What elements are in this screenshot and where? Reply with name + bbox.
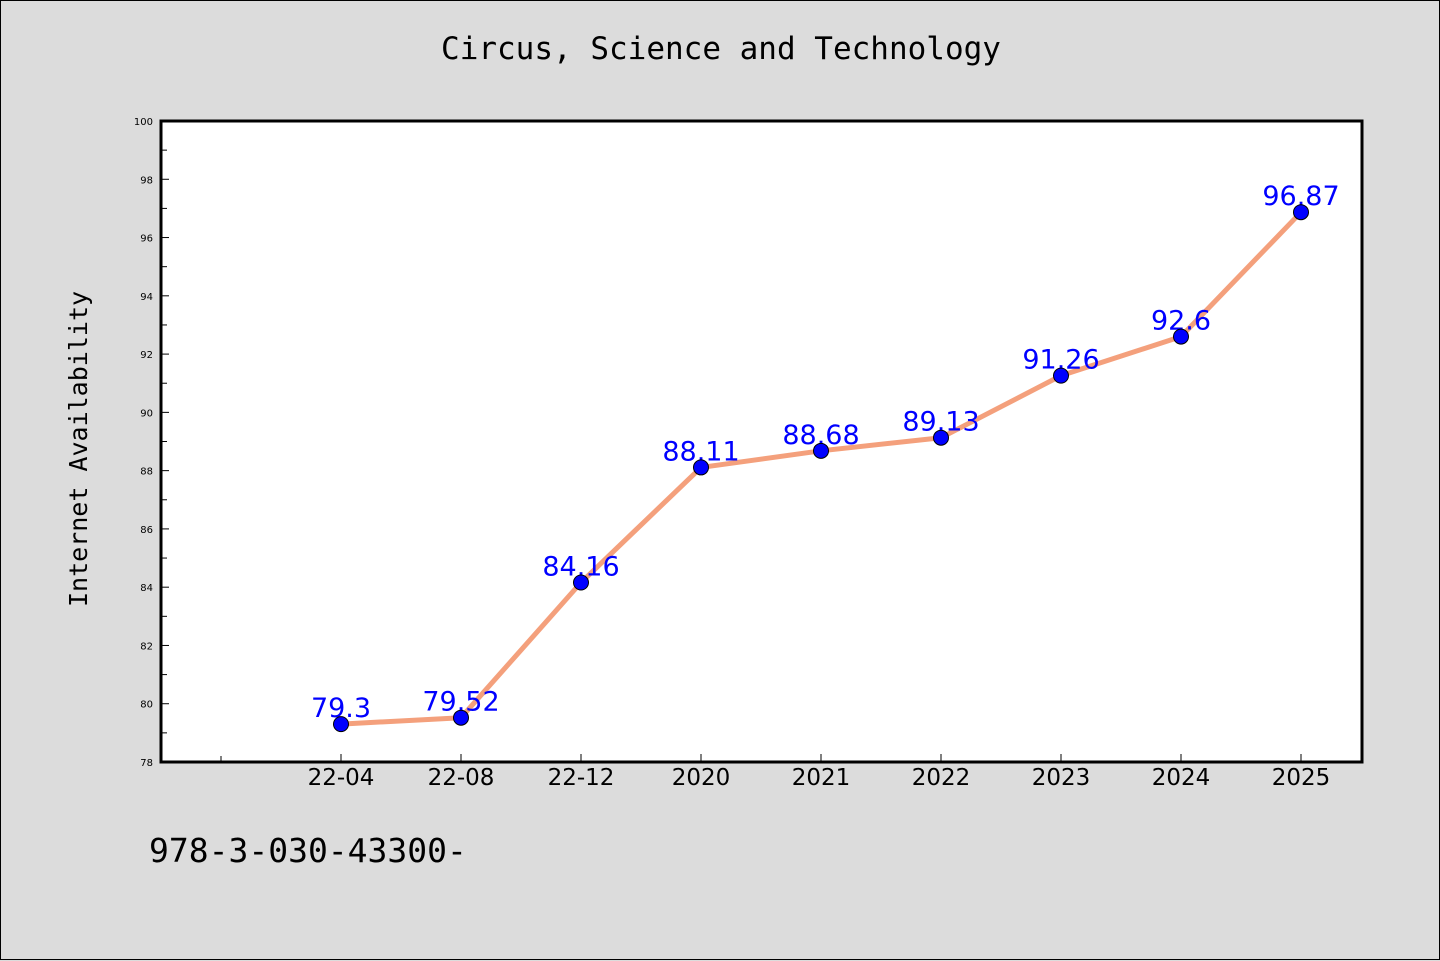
data-point bbox=[933, 429, 949, 446]
x-tick-label: 22-04 bbox=[308, 765, 375, 791]
x-tick-label: 2025 bbox=[1272, 765, 1331, 791]
y-tick-label: 100 bbox=[134, 117, 153, 128]
data-point bbox=[1173, 328, 1189, 345]
x-tick-label: 2022 bbox=[912, 765, 971, 791]
y-axis: 78 80 82 84 86 88 90 92 94 96 98 100 bbox=[134, 117, 169, 769]
data-point bbox=[333, 716, 349, 733]
y-tick-label: 94 bbox=[140, 292, 153, 303]
data-point bbox=[813, 442, 829, 459]
x-tick-label: 2024 bbox=[1152, 765, 1211, 791]
y-tick-label: 82 bbox=[140, 641, 153, 652]
y-tick-label: 78 bbox=[140, 758, 153, 769]
y-tick-label: 88 bbox=[140, 467, 153, 478]
data-point bbox=[1293, 204, 1309, 221]
y-tick-label: 80 bbox=[140, 700, 153, 711]
x-tick-label: 2023 bbox=[1032, 765, 1091, 791]
plot-area bbox=[159, 119, 1364, 764]
x-tick-label: 2021 bbox=[792, 765, 851, 791]
y-tick-label: 86 bbox=[140, 525, 153, 536]
data-point bbox=[453, 709, 469, 726]
y-tick-label: 98 bbox=[140, 175, 153, 186]
data-point bbox=[573, 574, 589, 591]
x-axis: 22-04 22-08 22-12 2020 2021 2022 2023 2024 2025 bbox=[220, 754, 1331, 791]
y-axis-label: Internet Availability bbox=[64, 291, 93, 607]
y-tick-label: 92 bbox=[140, 350, 153, 361]
y-tick-label: 84 bbox=[140, 583, 153, 594]
y-tick-label: 90 bbox=[140, 408, 153, 419]
x-tick-label: 2020 bbox=[672, 765, 731, 791]
data-point bbox=[693, 459, 709, 476]
chart-title: Circus, Science and Technology bbox=[441, 31, 1001, 67]
data-point bbox=[1053, 367, 1069, 384]
x-tick-label: 22-12 bbox=[548, 765, 615, 791]
x-tick-label: 22-08 bbox=[428, 765, 495, 791]
y-tick-label: 96 bbox=[140, 234, 153, 245]
footer-code: 978-3-030-43300- bbox=[149, 831, 467, 870]
